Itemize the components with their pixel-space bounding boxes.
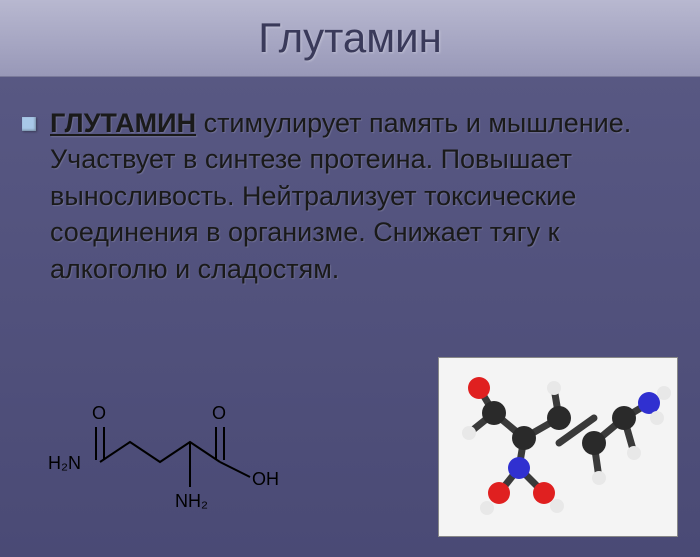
body-paragraph: ГЛУТАМИН стимулирует память и мышление. … [50,105,678,287]
title-bar: Глутамин [0,0,700,77]
label-o-2: O [212,403,226,423]
label-h2n: H₂N [48,453,81,473]
keyword: ГЛУТАМИН [50,108,196,138]
label-o-1: O [92,403,106,423]
molecule-3d [438,357,678,537]
bullet-item: ГЛУТАМИН стимулирует память и мышление. … [22,105,678,287]
structural-formula-2d: H₂N O O OH NH₂ [40,387,300,537]
label-nh2: NH₂ [175,491,208,511]
bullet-marker [22,117,36,131]
content-area: ГЛУТАМИН стимулирует память и мышление. … [0,77,700,287]
label-oh: OH [252,469,279,489]
slide-title: Глутамин [0,14,700,62]
